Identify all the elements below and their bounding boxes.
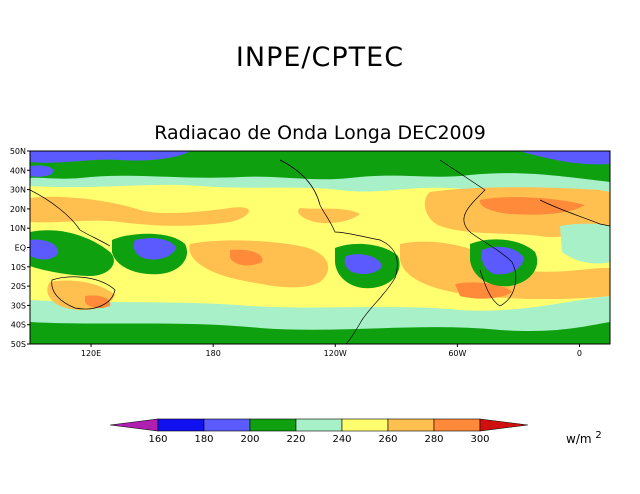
lat-tick-label: 10N — [10, 224, 26, 233]
field-blue-north-pocket — [30, 165, 54, 177]
coast-arabia-india — [539, 199, 610, 227]
legend-arrow-low — [109, 418, 159, 432]
field-blue-west-pacific — [133, 238, 176, 260]
lat-tick-label: 40N — [10, 166, 26, 175]
legend-swatch — [341, 418, 389, 432]
lat-tick-label: 20S — [11, 282, 26, 291]
legend-swatch — [249, 418, 297, 432]
lat-tick-label: 30S — [11, 301, 26, 310]
coast-africa — [439, 159, 517, 307]
lon-tick-label: 120W — [324, 349, 347, 358]
lon-tick-label: 120E — [81, 349, 101, 358]
units-label: w/m 2 — [566, 430, 602, 446]
lat-tick-label: 20N — [10, 205, 26, 214]
legend-tick-label: 260 — [378, 434, 397, 445]
field-mint-indian-ocean — [560, 223, 610, 264]
legend-tick-label: 180 — [194, 434, 213, 445]
legend-tick-label: 200 — [240, 434, 259, 445]
legend-tick-label: 160 — [148, 434, 167, 445]
latitude-ticks: 50N 40N 30N 20N 10N EQ 10S 20S 30S 40S 50S — [10, 147, 30, 349]
legend-tick-label: 240 — [332, 434, 351, 445]
field-green-north — [30, 151, 610, 182]
lon-tick-label: 180 — [206, 349, 221, 358]
legend-swatch — [157, 418, 205, 432]
coast-australia — [51, 276, 116, 310]
coast-americas — [279, 159, 398, 344]
map-field — [30, 151, 610, 344]
legend-tick-label: 300 — [470, 434, 489, 445]
legend-swatch — [433, 418, 481, 432]
longitude-ticks: 120E180120W60W060E — [81, 344, 582, 358]
legend-arrow-high — [479, 418, 529, 432]
units-text: w/m — [566, 432, 592, 446]
field-blue-amazon — [344, 254, 382, 274]
legend-swatch — [203, 418, 251, 432]
field-strong-orange-sahara — [479, 197, 585, 215]
field-strong-orange-south-africa — [455, 282, 512, 299]
lat-tick-label: 50N — [10, 147, 26, 156]
color-legend: 160 180 200 220 240 260 280 300 — [109, 418, 529, 445]
field-strong-orange-pacific — [230, 249, 263, 266]
lat-tick-label: 50S — [11, 340, 26, 349]
field-green-maritime — [30, 230, 114, 276]
units-exponent: 2 — [595, 430, 602, 441]
field-blue-indonesia — [30, 239, 59, 260]
lat-tick-label: 30N — [10, 186, 26, 195]
page-title: INPE/CPTEC — [235, 42, 405, 73]
field-strong-orange-australia — [85, 295, 111, 309]
lon-tick-label: 0 — [577, 349, 582, 358]
field-orange-north-pacific — [30, 196, 249, 226]
lat-tick-label: 40S — [11, 321, 26, 330]
field-green-south — [30, 322, 610, 344]
coastlines — [30, 159, 610, 344]
field-blue-northwest — [30, 151, 190, 163]
legend-swatch — [387, 418, 435, 432]
lon-tick-label: 60W — [448, 349, 466, 358]
map-subtitle: Radiacao de Onda Longa DEC2009 — [154, 122, 486, 144]
legend-tick-label: 220 — [286, 434, 305, 445]
field-orange-caribbean — [298, 208, 360, 224]
coast-asia — [30, 189, 111, 247]
field-orange-south-pacific — [189, 240, 329, 288]
legend-tick-label: 280 — [424, 434, 443, 445]
lat-tick-label: 10S — [11, 263, 26, 272]
lat-tick-label: EQ — [15, 244, 26, 253]
legend-swatch — [295, 418, 343, 432]
field-blue-congo — [481, 246, 524, 275]
field-blue-northeast — [520, 151, 610, 165]
